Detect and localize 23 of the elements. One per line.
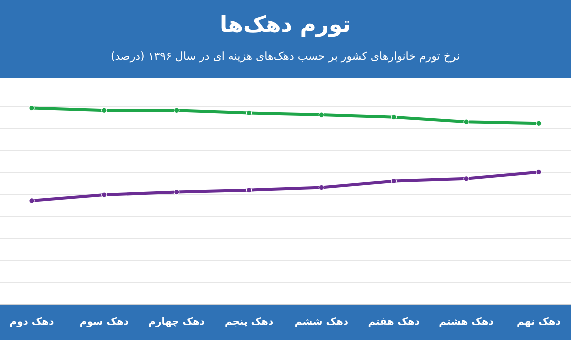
x-tick-label: دهک دوم xyxy=(10,317,54,328)
point xyxy=(464,176,470,182)
x-tick-label: دهک سوم xyxy=(80,317,130,328)
x-tick-label: دهک هفتم xyxy=(368,317,420,328)
chart-title: تورم دهک‌ها xyxy=(220,13,352,38)
point xyxy=(391,114,398,120)
point xyxy=(318,184,325,191)
point xyxy=(536,169,542,176)
x-tick-label: دهک ششم xyxy=(294,317,349,328)
point xyxy=(391,178,398,184)
x-tick-label: دهک نهم xyxy=(517,317,561,328)
x-tick-label: دهک هشتم xyxy=(439,317,494,328)
point xyxy=(318,112,325,118)
x-tick-label: دهک چهارم xyxy=(148,317,206,328)
point xyxy=(246,110,252,116)
point xyxy=(464,119,470,125)
point xyxy=(536,120,542,127)
x-tick-label: دهک پنجم xyxy=(224,317,274,328)
chart-subtitle: نرخ تورم خانوارهای کشور بر حسب دهک‌های هزینه ای در سال ۱۳۹۶ (درصد) xyxy=(110,50,460,63)
point xyxy=(29,198,35,204)
point xyxy=(102,108,108,114)
point xyxy=(102,192,108,198)
point xyxy=(174,108,180,114)
